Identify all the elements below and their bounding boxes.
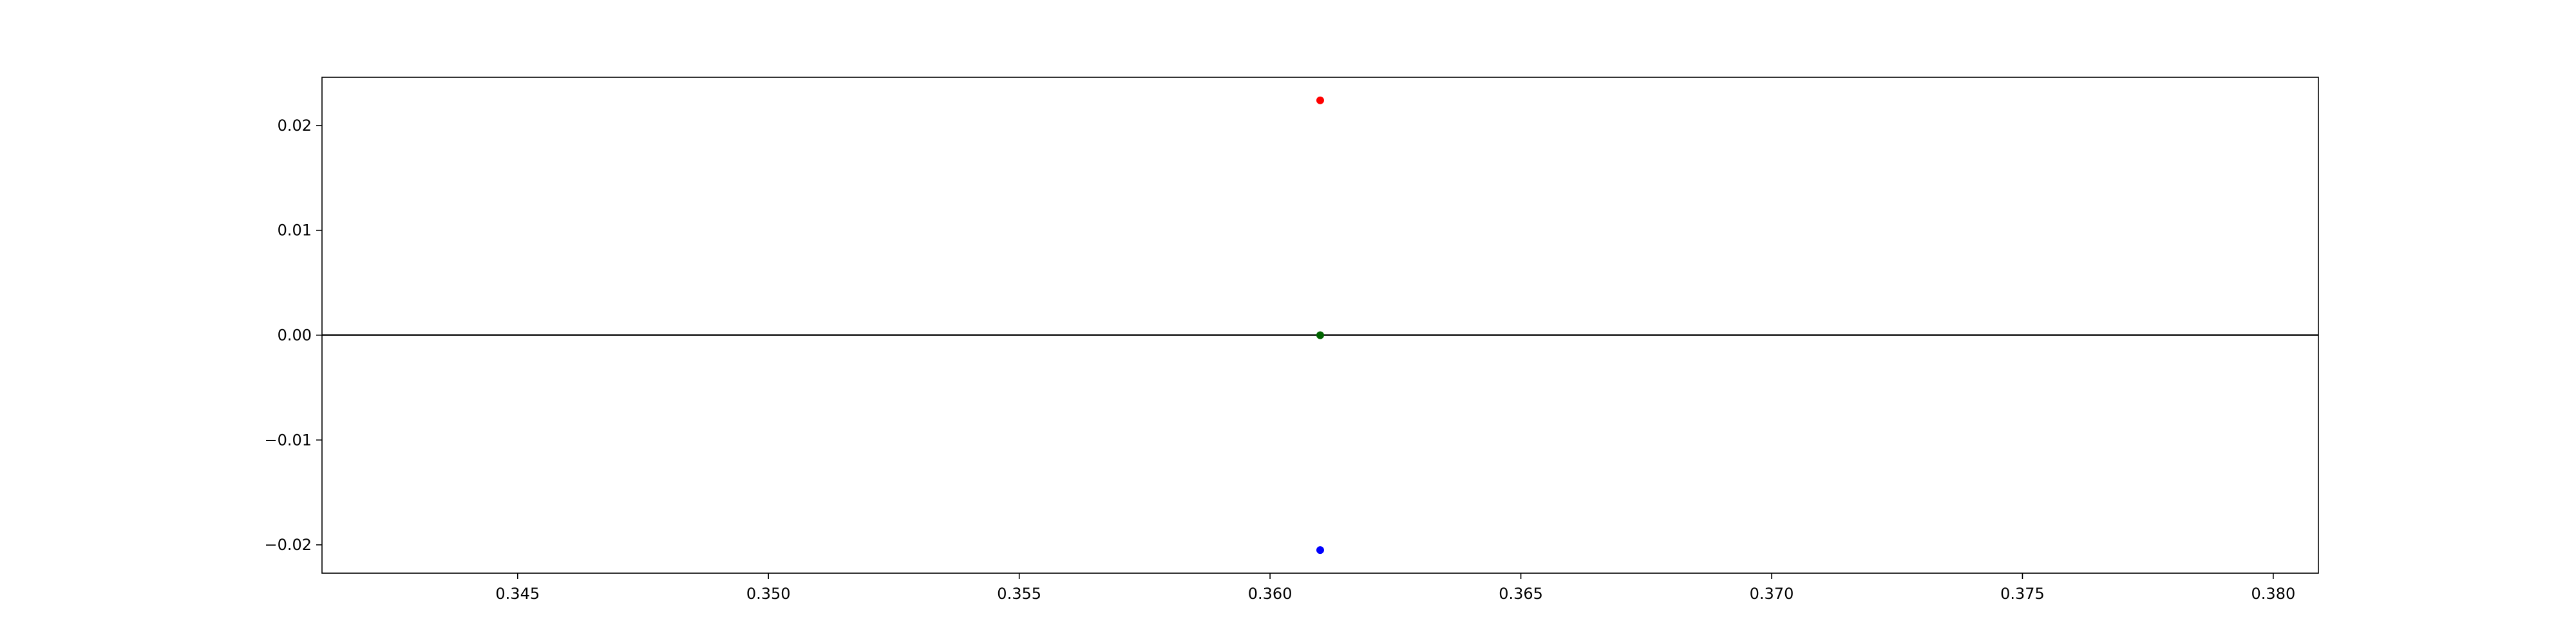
x-tick-label: 0.360 xyxy=(1248,585,1293,603)
x-tick-label: 0.375 xyxy=(2000,585,2045,603)
y-tick-label: 0.01 xyxy=(278,222,312,240)
data-point-1 xyxy=(1316,331,1324,339)
y-tick-label: −0.01 xyxy=(264,431,312,449)
data-point-2 xyxy=(1316,546,1324,554)
x-tick-label: 0.380 xyxy=(2251,585,2296,603)
plot-frame xyxy=(321,77,2319,574)
data-point-0 xyxy=(1316,96,1324,104)
x-tick-label: 0.365 xyxy=(1499,585,1543,603)
x-tick-label: 0.345 xyxy=(495,585,540,603)
y-tick-label: −0.02 xyxy=(264,536,312,554)
x-tick-label: 0.370 xyxy=(1750,585,1794,603)
y-tick-label: 0.02 xyxy=(278,117,312,135)
x-tick-label: 0.355 xyxy=(997,585,1041,603)
y-tick-label: 0.00 xyxy=(278,326,312,344)
x-tick-label: 0.350 xyxy=(746,585,791,603)
